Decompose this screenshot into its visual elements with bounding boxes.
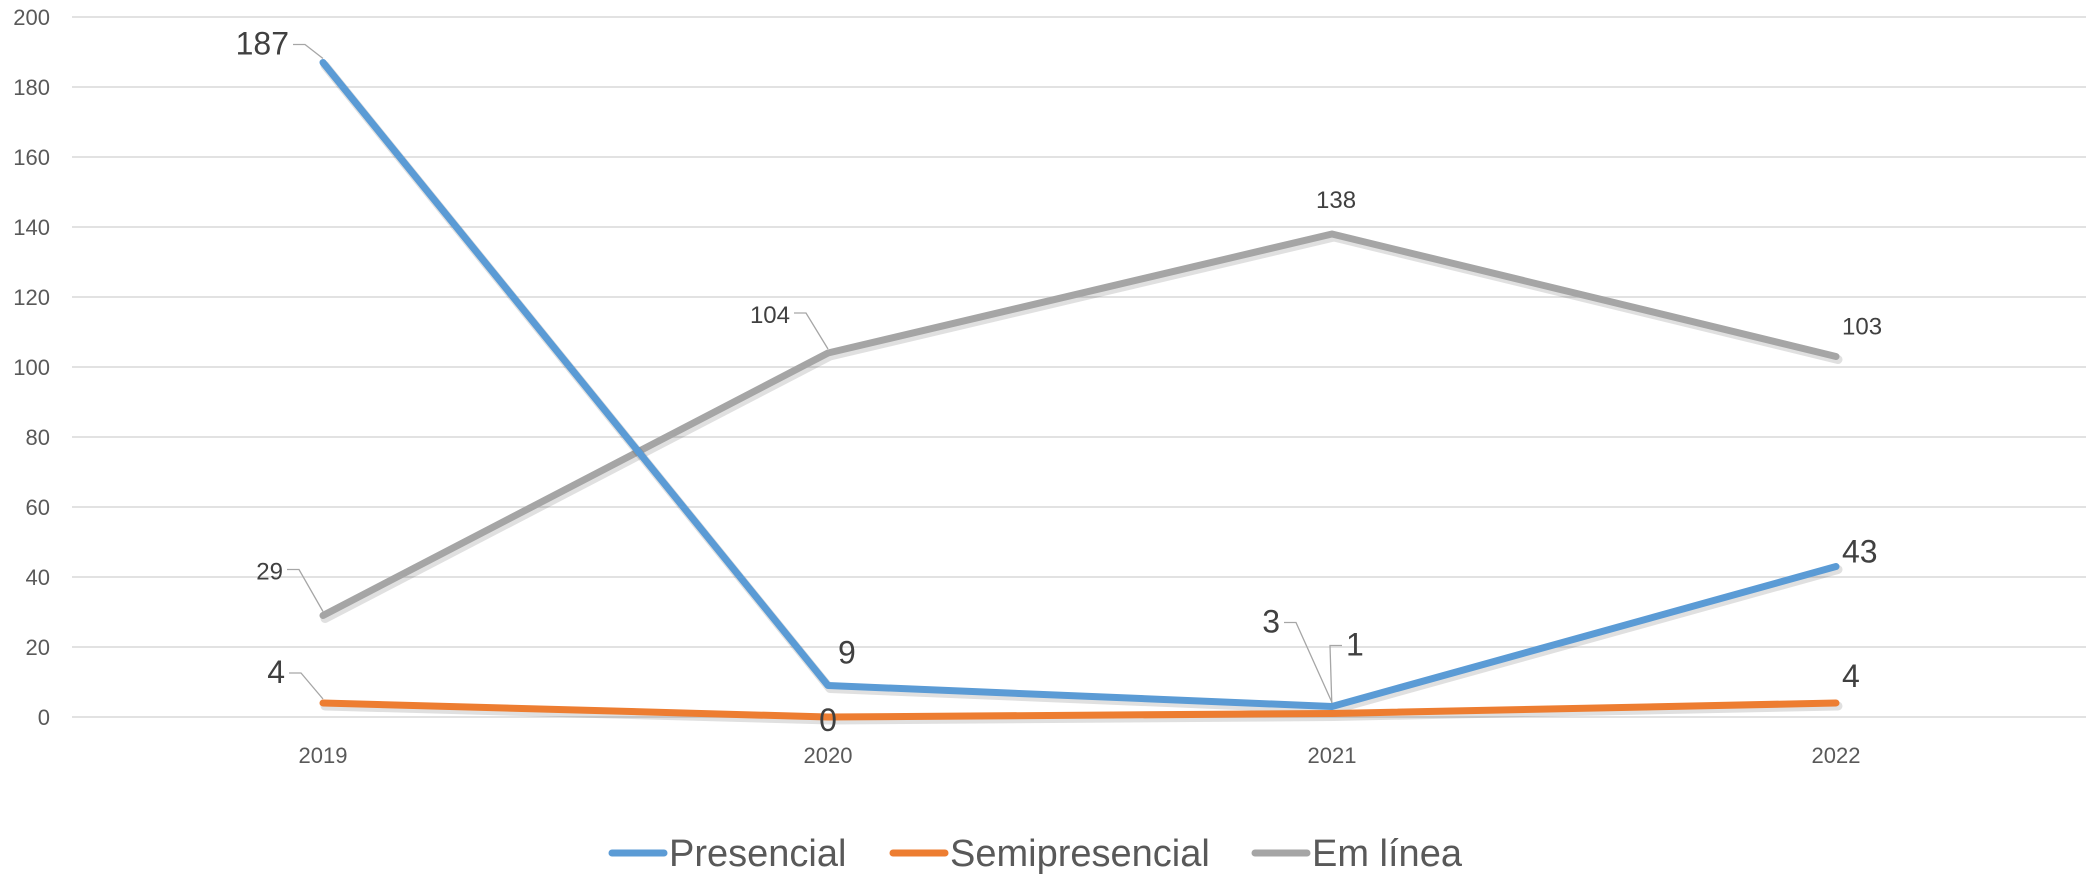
legend: Presencial Semipresencial Em línea — [608, 833, 1463, 875]
data-label: 9 — [838, 635, 856, 671]
y-tick-label: 180 — [13, 75, 50, 100]
y-tick-label: 160 — [13, 145, 50, 170]
series-lines — [319, 59, 1843, 725]
y-tick-label: 120 — [13, 285, 50, 310]
legend-label: Presencial — [669, 833, 846, 875]
y-tick-label: 200 — [13, 5, 50, 30]
data-labels: 187 9 3 43 4 0 1 4 29 104 138 103 — [236, 26, 1882, 739]
data-label: 4 — [1842, 658, 1860, 694]
y-axis-ticks: 0 20 40 60 80 100 120 140 160 180 200 — [13, 5, 50, 730]
series-line-shadow — [320, 61, 1843, 714]
x-tick-label: 2022 — [1812, 743, 1861, 768]
data-label: 43 — [1842, 534, 1878, 570]
leader-line — [293, 43, 324, 60]
x-tick-label: 2021 — [1308, 743, 1357, 768]
leader-line — [794, 312, 829, 350]
series-line-semipresencial — [319, 699, 1840, 721]
leader-line — [287, 568, 324, 612]
x-tick-label: 2019 — [299, 743, 348, 768]
data-label: 29 — [256, 559, 283, 586]
y-tick-label: 140 — [13, 215, 50, 240]
leader-line — [1329, 644, 1342, 710]
data-label: 104 — [750, 302, 790, 329]
leader-line — [1284, 621, 1333, 703]
legend-label: Em línea — [1312, 833, 1463, 875]
label-leader-lines — [287, 43, 1342, 710]
data-label: 1 — [1346, 627, 1364, 663]
x-axis-ticks: 2019 2020 2021 2022 — [299, 743, 1861, 768]
data-label: 0 — [819, 702, 837, 738]
data-label: 3 — [1262, 604, 1280, 640]
y-tick-label: 0 — [38, 705, 50, 730]
gridlines — [72, 16, 2086, 718]
series-line-em-línea — [319, 230, 1840, 619]
y-tick-label: 40 — [26, 565, 50, 590]
legend-label: Semipresencial — [950, 833, 1210, 875]
y-tick-label: 80 — [26, 425, 50, 450]
data-label: 4 — [267, 654, 285, 690]
data-label: 103 — [1842, 314, 1882, 341]
leader-line — [289, 672, 324, 700]
data-label: 187 — [236, 26, 289, 62]
series-line-presencial — [319, 59, 1840, 710]
data-label: 138 — [1316, 187, 1356, 214]
y-tick-label: 100 — [13, 355, 50, 380]
y-tick-label: 60 — [26, 495, 50, 520]
x-tick-label: 2020 — [804, 743, 853, 768]
y-tick-label: 20 — [26, 635, 50, 660]
